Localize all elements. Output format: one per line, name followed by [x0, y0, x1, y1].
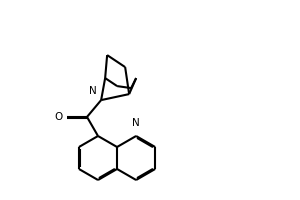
Text: N: N [89, 86, 97, 96]
Text: O: O [54, 112, 62, 122]
Text: N: N [132, 118, 140, 128]
